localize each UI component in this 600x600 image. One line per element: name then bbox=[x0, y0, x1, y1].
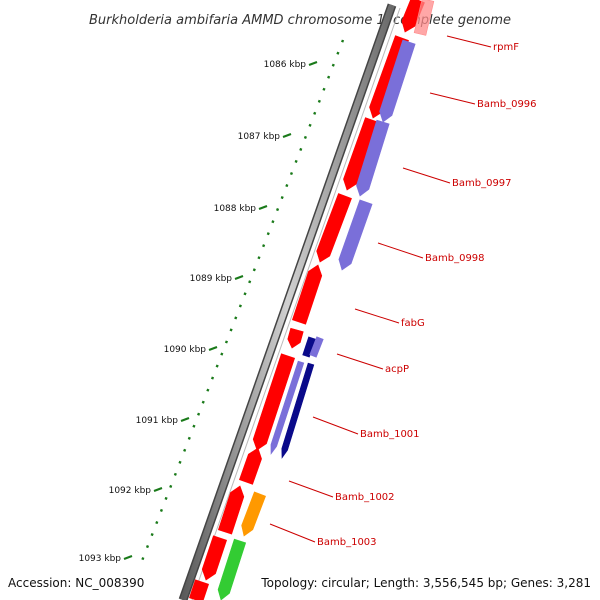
cds-arrow-fabg bbox=[291, 264, 323, 325]
feature-bar-acpp-dark bbox=[302, 336, 316, 358]
gene-label-leader bbox=[312, 416, 359, 435]
gene-label-leader bbox=[429, 92, 476, 105]
gene-label: Bamb_0998 bbox=[425, 253, 485, 264]
cds-arrow-bamb-0998 bbox=[316, 193, 352, 263]
gene-label: rpmF bbox=[493, 42, 519, 53]
scale-tick-label: 1086 kbp bbox=[264, 60, 307, 70]
gene-label: acpP bbox=[385, 364, 409, 375]
scale-tick-mark bbox=[308, 60, 318, 67]
feature-bar-bamb-1001-light bbox=[270, 360, 305, 455]
genome-summary-text: Topology: circular; Length: 3,556,545 bp… bbox=[260, 576, 591, 590]
cds-arrow-acpp bbox=[287, 327, 304, 349]
gene-label: Bamb_1001 bbox=[360, 429, 420, 440]
feature-bar-bamb-1001-dark bbox=[281, 362, 315, 459]
scale-tick-mark bbox=[153, 486, 163, 493]
feature-bar-bamb-1003 bbox=[241, 491, 266, 537]
scale-tick-label: 1093 kbp bbox=[79, 554, 122, 564]
scale-tick-label: 1087 kbp bbox=[238, 132, 281, 142]
gene-label-leader bbox=[354, 308, 400, 324]
scale-tick-label: 1090 kbp bbox=[164, 345, 207, 355]
feature-bar-bamb-0998 bbox=[338, 199, 373, 271]
scale-tick-mark bbox=[234, 274, 244, 281]
gene-label-leader bbox=[402, 167, 451, 184]
feature-bar-bamb-0997 bbox=[356, 119, 390, 197]
gene-label: Bamb_1002 bbox=[335, 492, 395, 503]
scale-tick-mark bbox=[180, 416, 190, 423]
gene-label-leader bbox=[446, 35, 492, 48]
cds-arrow-bamb-1002 bbox=[239, 447, 262, 485]
gene-label-leader bbox=[377, 242, 424, 259]
backbone-inner-line bbox=[191, 7, 401, 600]
gene-label: Bamb_0997 bbox=[452, 178, 512, 189]
feature-bar-next-green bbox=[217, 538, 247, 600]
scale-tick-label: 1089 kbp bbox=[190, 274, 233, 284]
cds-arrow-bamb-1001 bbox=[252, 353, 296, 451]
scale-tick-mark bbox=[208, 345, 218, 352]
cds-arrow-bamb-1003 bbox=[217, 485, 245, 535]
backbone-ring bbox=[180, 4, 395, 600]
cds-arrow-next bbox=[201, 535, 228, 581]
feature-bar-bamb-0996 bbox=[379, 39, 416, 123]
scale-tick-mark bbox=[258, 204, 268, 211]
cds-arrow-edge bbox=[188, 579, 210, 600]
gene-label: fabG bbox=[401, 318, 425, 329]
gene-label: Bamb_0996 bbox=[477, 99, 537, 110]
scale-tick-label: 1091 kbp bbox=[136, 416, 179, 426]
gene-label-leader bbox=[336, 353, 384, 370]
gene-label: Bamb_1003 bbox=[317, 537, 377, 548]
feature-bar-acpp-light bbox=[309, 336, 324, 358]
tick-layer: 1086 kbp 1087 kbp 1088 kbp 1089 kbp 1090 kbp… bbox=[79, 60, 318, 564]
map-title: Burkholderia ambifaria AMMD chromosome 1… bbox=[89, 13, 511, 28]
gene-label-leader bbox=[269, 523, 316, 543]
accession-text: Accession: NC_008390 bbox=[8, 576, 144, 590]
gene-label-leader bbox=[288, 480, 334, 498]
feature-bar-rpmf bbox=[413, 0, 435, 36]
scale-tick-mark bbox=[123, 554, 133, 561]
scale-tick-label: 1092 kbp bbox=[109, 486, 152, 496]
scale-tick-label: 1088 kbp bbox=[214, 204, 257, 214]
label-layer: rpmF Bamb_0996 Bamb_0997 Bamb_0998 fabG acpP B… bbox=[269, 35, 537, 548]
scale-tick-mark bbox=[282, 132, 292, 139]
feature-layer bbox=[188, 0, 435, 600]
